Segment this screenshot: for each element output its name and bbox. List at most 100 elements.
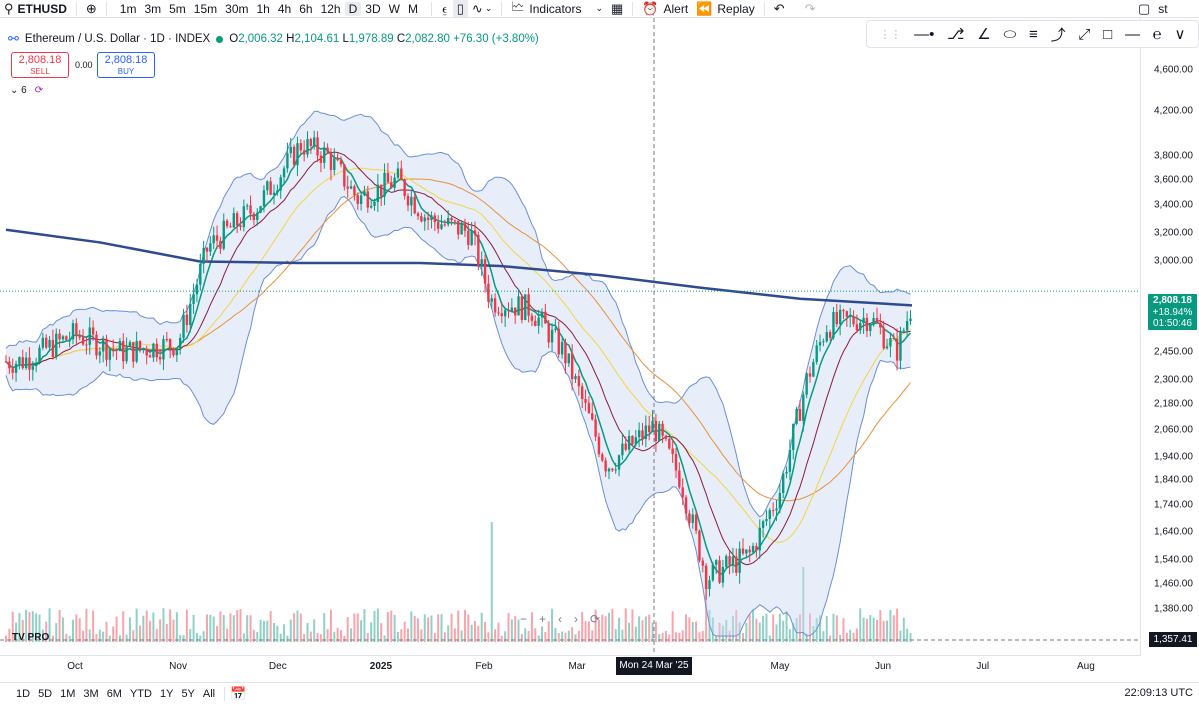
candle-body [825,332,828,342]
volume-bar [172,619,175,642]
undo-icon: ↶ [773,0,785,16]
rectangle-icon[interactable]: □ [1103,25,1113,43]
range-3m[interactable]: 3M [83,687,99,700]
add-symbol-button[interactable]: ⊕ [82,0,101,17]
volume-bar [125,634,128,642]
range-1m[interactable]: 1M [60,687,76,700]
crosshair-price-badge: 1,357.41 [1149,632,1197,647]
buy-button[interactable]: 2,808.18 BUY [97,52,155,78]
utc-clock[interactable]: 22:09:13 UTC [1124,687,1193,699]
tradingview-logo[interactable]: TV PRO [12,632,50,643]
line-chart-icon: ∿ [471,0,483,16]
volume-bar [175,612,178,642]
volume-bar [229,613,232,642]
candle-body [81,337,85,345]
volume-bar [675,632,677,642]
symbol-search[interactable]: ⚲ ETHUSD [0,0,71,17]
candle-style-button[interactable]: ▯ [452,0,468,17]
scroll-left-icon[interactable]: ‹ [558,612,563,626]
curve-icon[interactable]: ⤴ [1050,26,1066,44]
volume-bar [453,628,456,642]
candle-body [889,338,892,347]
angle-icon[interactable]: ∠ [977,26,991,43]
layouts-button[interactable]: ▦ [607,0,627,17]
volume-bar [155,628,158,642]
price-scale[interactable]: 4,600.00 4,200.00 3,800.00 3,600.00 3,400.00… [1141,48,1199,648]
drag-handle-icon[interactable]: ⋮⋮ [879,28,902,41]
price-chart[interactable] [0,18,1141,656]
volume-bar [202,631,205,642]
timeframe-d[interactable]: D [344,1,362,16]
range-1d[interactable]: 1D [16,687,31,700]
timeframe-w[interactable]: W [388,1,400,16]
time-scale[interactable]: Oct Nov Dec 2025 Feb Mar May Jun Jul Aug [0,656,1141,676]
bar-style-button[interactable]: ⍷ [437,0,453,17]
timeframe-1h[interactable]: 1h [256,1,270,16]
symbol-title[interactable]: Ethereum / U.S. Dollar · 1D · INDEX [24,33,211,45]
candle-body [865,317,869,331]
search-icon: ⚲ [4,0,14,16]
volume-bar [108,635,111,642]
volume-bar [21,619,24,642]
trendline-icon[interactable]: ⤢ [1078,25,1091,43]
candle-body [246,205,249,207]
volume-bar [701,630,704,642]
replay-button[interactable]: ⏪ Replay [692,0,759,17]
range-ytd[interactable]: YTD [129,687,152,700]
sell-button[interactable]: 2,808.18 SELL [11,52,69,78]
timeframe-5m[interactable]: 5m [169,1,186,16]
scroll-right-icon[interactable]: › [574,612,579,626]
horizontal-line-icon[interactable]: — [1124,25,1140,43]
timeframe-6h[interactable]: 6h [299,1,313,16]
price-tick: 3,000.00 [1154,255,1193,267]
timeframe-1m[interactable]: 1m [119,1,137,16]
range-6m[interactable]: 6M [106,687,122,700]
volume-bar [608,612,610,642]
candle-body [681,487,684,498]
reset-icon[interactable]: ⟳ [590,612,601,626]
calendar-icon[interactable]: 📅 [230,685,247,701]
range-5y[interactable]: 5Y [181,687,195,700]
more-icon[interactable]: ∨ [1174,26,1186,43]
candle-body [902,330,905,332]
alert-button[interactable]: ⏰ Alert [638,0,692,17]
timeframe-m[interactable]: M [407,1,418,16]
refresh-icon[interactable]: ⟳ [34,85,44,96]
close-key: C [396,33,406,45]
chevron-up-icon[interactable]: ⚯ [8,31,19,46]
timeframe-15m[interactable]: 15m [193,1,218,16]
candle-body [423,217,426,222]
range-1y[interactable]: 1Y [159,687,174,700]
redo-button[interactable]: ↷ [801,0,820,17]
timeframe-4h[interactable]: 4h [277,1,292,16]
price-tick: 2,060.00 [1154,424,1193,436]
indicators-button[interactable]: 🗠 Indicators ⌄ [507,0,607,17]
ellipse-icon[interactable]: ⬭ [1003,25,1017,43]
timeframe-3d[interactable]: 3D [365,1,381,16]
candle-body [637,430,641,438]
timeframe-30m[interactable]: 30m [225,1,249,16]
range-5d[interactable]: 5D [38,687,53,700]
line-style-button[interactable]: ∿ ⌄ [468,0,496,17]
zoom-out-icon[interactable]: − [520,612,528,626]
candle-body [544,311,547,324]
timeframe-12h[interactable]: 12h [320,1,341,16]
indicator-toggle[interactable]: ⌄ 6 ⟳ [10,85,43,96]
horizontal-ray-icon[interactable]: —• [914,25,935,43]
time-tick: May [770,661,790,672]
volume-bar [879,610,882,642]
volume-bar [825,615,828,642]
measure-icon[interactable]: ⎇ [947,26,965,43]
volume-bar [98,629,101,642]
publish-button[interactable]: ▢ st [1134,0,1172,17]
buy-label: BUY [117,67,135,76]
volume-bar [876,619,878,642]
time-tick: Nov [169,661,187,672]
range-all[interactable]: All [202,687,216,700]
undo-button[interactable]: ↶ [770,0,789,17]
timeframe-3m[interactable]: 3m [144,1,162,16]
fib-icon[interactable]: ≡ [1029,25,1038,43]
volume-bar [286,635,289,642]
text-cursor-icon[interactable]: ℮ [1152,25,1162,43]
zoom-in-icon[interactable]: + [539,612,547,626]
